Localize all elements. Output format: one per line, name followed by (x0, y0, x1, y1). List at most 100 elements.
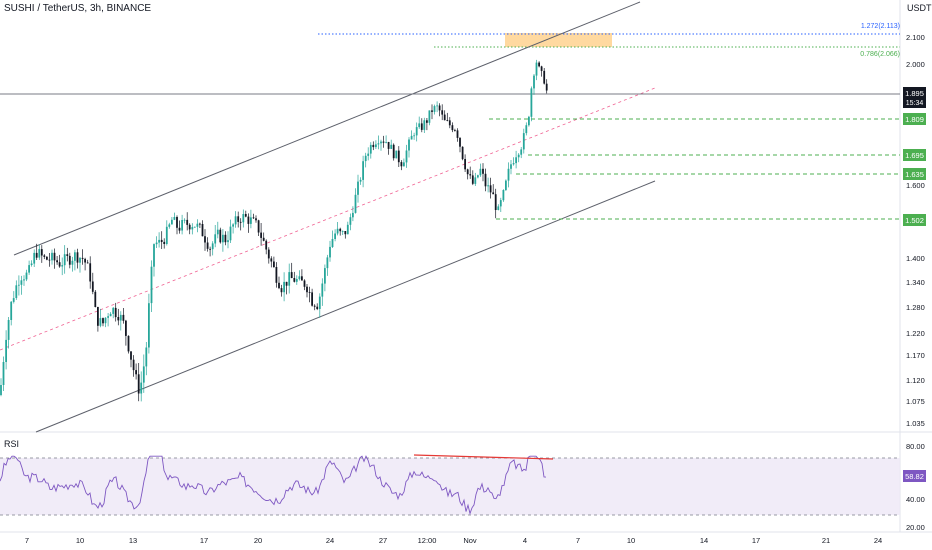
bearish-candle[interactable] (489, 185, 492, 193)
bullish-candle[interactable] (377, 143, 380, 145)
bullish-candle[interactable] (298, 276, 301, 280)
bullish-candle[interactable] (318, 296, 321, 309)
price-pane[interactable] (0, 0, 900, 432)
bullish-candle[interactable] (234, 216, 237, 225)
bearish-candle[interactable] (484, 173, 487, 187)
bearish-candle[interactable] (66, 254, 69, 256)
bullish-candle[interactable] (227, 240, 229, 243)
bullish-candle[interactable] (512, 163, 515, 165)
bullish-candle[interactable] (63, 254, 66, 266)
bearish-candle[interactable] (275, 267, 278, 283)
bearish-candle[interactable] (454, 130, 456, 131)
bullish-candle[interactable] (367, 153, 370, 156)
bearish-candle[interactable] (252, 217, 255, 219)
bullish-candle[interactable] (408, 139, 410, 151)
bearish-candle[interactable] (543, 70, 546, 84)
bearish-candle[interactable] (48, 259, 51, 261)
bullish-candle[interactable] (28, 265, 30, 273)
bearish-candle[interactable] (441, 110, 444, 115)
bearish-candle[interactable] (459, 137, 461, 147)
bearish-candle[interactable] (339, 228, 342, 232)
bearish-candle[interactable] (344, 231, 347, 235)
bullish-candle[interactable] (158, 239, 160, 243)
bearish-candle[interactable] (397, 150, 400, 163)
bullish-candle[interactable] (428, 110, 431, 123)
bearish-candle[interactable] (471, 175, 474, 184)
channel-upper-line[interactable] (13, 1, 641, 256)
bearish-candle[interactable] (188, 224, 191, 230)
bearish-candle[interactable] (482, 168, 484, 174)
bullish-candle[interactable] (507, 168, 510, 181)
bullish-candle[interactable] (413, 135, 415, 137)
bearish-candle[interactable] (461, 146, 464, 160)
bullish-candle[interactable] (535, 62, 538, 76)
bearish-candle[interactable] (40, 249, 43, 256)
bearish-candle[interactable] (89, 263, 92, 282)
bearish-candle[interactable] (431, 110, 433, 112)
bullish-candle[interactable] (104, 317, 107, 324)
bullish-candle[interactable] (364, 155, 367, 162)
bullish-candle[interactable] (517, 154, 520, 158)
bullish-candle[interactable] (329, 246, 331, 258)
bullish-candle[interactable] (533, 75, 535, 89)
bearish-candle[interactable] (199, 223, 201, 225)
bullish-candle[interactable] (497, 206, 500, 210)
bullish-candle[interactable] (33, 252, 36, 264)
bullish-candle[interactable] (191, 227, 194, 230)
bearish-candle[interactable] (262, 237, 265, 241)
bearish-candle[interactable] (84, 258, 86, 263)
bearish-candle[interactable] (132, 359, 135, 371)
bullish-candle[interactable] (288, 272, 291, 286)
bearish-candle[interactable] (178, 227, 181, 231)
bearish-candle[interactable] (313, 305, 316, 307)
bearish-candle[interactable] (86, 262, 89, 264)
bullish-candle[interactable] (525, 125, 528, 134)
bearish-candle[interactable] (469, 174, 472, 176)
bearish-candle[interactable] (466, 169, 469, 175)
bearish-candle[interactable] (387, 142, 390, 149)
bearish-candle[interactable] (267, 249, 270, 259)
bullish-candle[interactable] (30, 263, 33, 266)
bearish-candle[interactable] (303, 280, 306, 287)
bullish-candle[interactable] (390, 144, 393, 149)
bullish-candle[interactable] (15, 285, 18, 298)
bearish-candle[interactable] (160, 239, 163, 242)
bullish-candle[interactable] (405, 150, 408, 163)
bullish-candle[interactable] (99, 318, 102, 326)
bearish-candle[interactable] (97, 307, 99, 326)
bearish-candle[interactable] (56, 260, 58, 263)
bullish-candle[interactable] (354, 194, 357, 213)
bullish-candle[interactable] (211, 243, 214, 250)
fib-highlight-zone[interactable] (505, 33, 612, 47)
bearish-candle[interactable] (456, 130, 459, 138)
bullish-candle[interactable] (38, 249, 41, 258)
bullish-candle[interactable] (375, 144, 377, 148)
bullish-candle[interactable] (418, 123, 421, 128)
bullish-candle[interactable] (479, 168, 482, 176)
bullish-candle[interactable] (352, 212, 354, 218)
bullish-candle[interactable] (25, 272, 28, 280)
bullish-candle[interactable] (487, 185, 489, 187)
bullish-candle[interactable] (216, 229, 219, 235)
bearish-candle[interactable] (53, 252, 56, 261)
bearish-candle[interactable] (35, 252, 38, 258)
bearish-candle[interactable] (94, 291, 97, 307)
bullish-candle[interactable] (510, 164, 512, 169)
bullish-candle[interactable] (74, 252, 76, 261)
bearish-candle[interactable] (135, 370, 137, 375)
bullish-candle[interactable] (140, 382, 143, 394)
bearish-candle[interactable] (76, 252, 79, 263)
bearish-candle[interactable] (280, 288, 283, 293)
bearish-candle[interactable] (209, 248, 211, 250)
bullish-candle[interactable] (403, 162, 405, 167)
bullish-candle[interactable] (505, 180, 507, 190)
bullish-candle[interactable] (0, 385, 2, 395)
price-axis[interactable]: 2.100 2.000 1.600 1.400 1.340 1.280 1.22… (906, 33, 925, 428)
bearish-candle[interactable] (494, 194, 497, 210)
bullish-candle[interactable] (436, 105, 438, 107)
bearish-candle[interactable] (308, 292, 311, 293)
bullish-candle[interactable] (23, 279, 25, 281)
bullish-candle[interactable] (183, 219, 186, 221)
time-axis[interactable]: 7 10 13 17 20 24 27 12:00 Nov 4 7 10 14 … (25, 536, 882, 545)
